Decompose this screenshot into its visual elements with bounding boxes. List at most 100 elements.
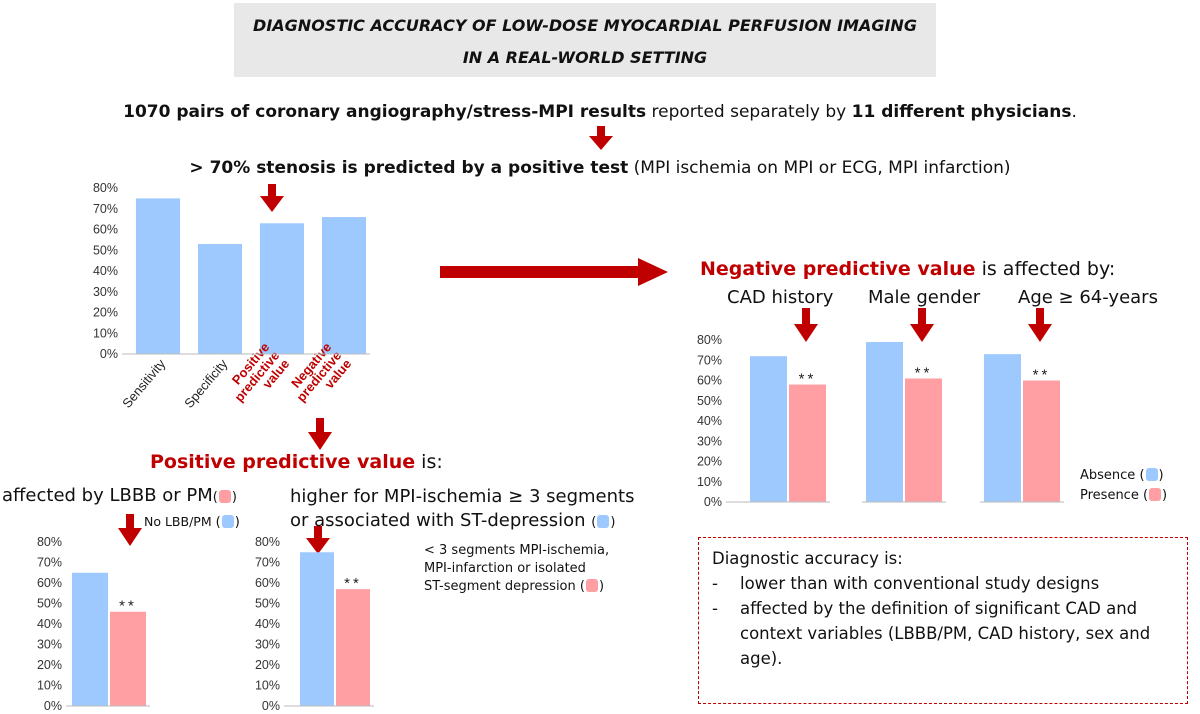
bar-2 <box>905 378 942 502</box>
y-tick-label: 10% <box>697 475 722 489</box>
ppv-right-label: higher for MPI-ischemia ≥ 3 segments or … <box>290 486 635 531</box>
y-tick-label: 70% <box>697 353 722 367</box>
y-tick-label: 50% <box>93 243 118 257</box>
y-tick-label: 60% <box>255 576 280 590</box>
arrow-down-male <box>910 308 934 342</box>
svg-text:Specificity: Specificity <box>181 356 230 411</box>
legend-presence-swatch <box>1149 488 1162 501</box>
ischemia-swatch <box>597 515 610 528</box>
no-lbbb-swatch <box>221 515 234 528</box>
significance-mark: ** <box>119 598 137 615</box>
y-tick-label: 40% <box>697 414 722 428</box>
y-tick-label: 30% <box>93 285 118 299</box>
y-tick-label: 10% <box>255 679 280 693</box>
npv-heading-rest: is affected by: <box>975 258 1116 280</box>
significance-mark: ** <box>344 575 362 592</box>
npv-heading-red: Negative predictive value <box>700 258 976 280</box>
legend-absence-swatch <box>1145 468 1158 481</box>
accuracy-text: Diagnostic accuracy is: - lower than with… <box>712 546 1178 671</box>
significance-mark: ** <box>915 364 933 381</box>
y-tick-label: 30% <box>37 638 62 652</box>
ppv-lbbb-chart: 0% 10% 20% 30% 40% 50% 60% 70% 80% ** <box>37 535 150 713</box>
npv-age-chart: ** <box>980 354 1064 503</box>
bar-2 <box>1023 380 1060 502</box>
npv-legend: Absence () Presence () <box>1080 466 1167 506</box>
legend-absence: Absence () <box>1080 468 1164 483</box>
y-tick-label: 60% <box>697 374 722 388</box>
summary-bold-2: 11 different physicians <box>851 102 1072 122</box>
y-tick-label: 20% <box>255 658 280 672</box>
bar-1 <box>300 552 334 706</box>
y-tick-label: 0% <box>704 495 722 509</box>
criterion-rest: (MPI ischemia on MPI or ECG, MPI infarct… <box>628 158 1011 178</box>
npv-cad-chart: 0% 10% 20% 30% 40% 50% 60% 70% 80% ** <box>697 333 830 509</box>
y-tick-label: 20% <box>697 455 722 469</box>
ppv-ischemia-chart: 0% 10% 20% 30% 40% 50% 60% 70% 80% ** <box>255 535 374 713</box>
bar-1 <box>72 572 108 706</box>
y-tick-label: 70% <box>93 202 118 216</box>
bar-2 <box>198 244 242 354</box>
arrow-down-ppv-bar <box>260 184 284 212</box>
y-tick-label: 50% <box>255 597 280 611</box>
summary-bold-1: 1070 pairs of coronary angiography/stres… <box>123 102 647 122</box>
y-tick-label: 70% <box>255 556 280 570</box>
low-ischemia-swatch <box>585 579 598 592</box>
y-tick-label: 0% <box>262 699 280 713</box>
title-line-2: IN A REAL-WORLD SETTING <box>462 48 708 67</box>
bar-1 <box>750 356 787 502</box>
bar-2 <box>336 589 370 706</box>
y-tick-label: 60% <box>37 576 62 590</box>
npv-label-male: Male gender <box>868 287 981 308</box>
x-tick-label: Sensitivity <box>119 356 168 411</box>
npv-heading: Negative predictive value is affected by… <box>700 258 1115 280</box>
y-tick-label: 80% <box>697 333 722 347</box>
svg-text:Sensitivity: Sensitivity <box>119 356 168 411</box>
npv-label-cad: CAD history <box>727 287 834 308</box>
arrow-down-ischemia <box>306 526 330 554</box>
bar-4 <box>322 217 366 354</box>
y-tick-label: 30% <box>255 638 280 652</box>
ppv-right-note: < 3 segments MPI-ischemia, MPI-infarctio… <box>424 543 610 594</box>
bar-1 <box>136 198 180 354</box>
ppv-heading-rest: is: <box>415 451 443 473</box>
title-box <box>234 3 936 77</box>
arrow-right-npv <box>440 258 668 286</box>
y-tick-label: 60% <box>93 223 118 237</box>
y-tick-label: 50% <box>697 394 722 408</box>
y-tick-label: 80% <box>93 181 118 195</box>
criterion-line: > 70% stenosis is predicted by a positiv… <box>0 158 1200 178</box>
ppv-heading: Positive predictive value is: <box>150 451 443 473</box>
y-tick-label: 20% <box>37 658 62 672</box>
y-tick-label: 80% <box>37 535 62 549</box>
arrow-down-summary <box>589 126 613 150</box>
y-tick-label: 40% <box>93 264 118 278</box>
accuracy-item-2: - affected by the definition of significa… <box>712 599 1151 668</box>
y-tick-label: 40% <box>37 617 62 631</box>
accuracy-item-1: - lower than with conventional study desi… <box>712 574 1100 593</box>
y-tick-label: 70% <box>37 556 62 570</box>
criterion-bold: > 70% stenosis is predicted by a positiv… <box>189 158 629 178</box>
y-tick-label: 10% <box>37 679 62 693</box>
significance-mark: ** <box>799 371 817 388</box>
npv-label-age: Age ≥ 64-years <box>1018 287 1158 308</box>
arrow-down-ppv-label <box>308 418 332 450</box>
summary-end: . <box>1071 102 1077 122</box>
bar-2 <box>110 611 146 706</box>
title-line-1: DIAGNOSTIC ACCURACY OF LOW-DOSE MYOCARDI… <box>253 16 917 35</box>
npv-male-chart: ** <box>862 342 946 503</box>
main-chart: 0% 10% 20% 30% 40% 50% 60% 70% 80% Sensitivity Spe… <box>93 181 370 411</box>
y-tick-label: 0% <box>44 699 62 713</box>
ppv-left-label: affected by LBBB or PM() <box>2 485 237 506</box>
bar-3 <box>260 223 304 354</box>
y-tick-label: 20% <box>93 306 118 320</box>
ppv-heading-red: Positive predictive value <box>150 451 416 473</box>
arrow-down-age <box>1028 308 1052 342</box>
y-tick-label: 40% <box>255 617 280 631</box>
arrow-down-lbbb <box>118 514 142 546</box>
accuracy-heading: Diagnostic accuracy is: <box>712 549 903 568</box>
y-tick-label: 80% <box>255 535 280 549</box>
arrow-down-cad <box>794 308 818 342</box>
accuracy-box <box>698 537 1188 704</box>
y-tick-label: 30% <box>697 434 722 448</box>
